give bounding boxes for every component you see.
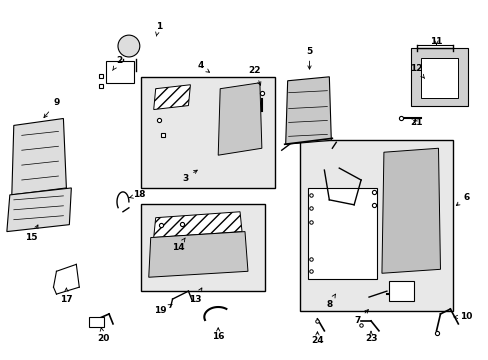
Bar [89, 317, 104, 327]
Text: 6: 6 [455, 193, 468, 206]
Text: 15: 15 [25, 225, 38, 242]
Text: 22: 22 [248, 66, 261, 85]
Polygon shape [12, 118, 66, 195]
Text: 11: 11 [429, 37, 442, 46]
Text: 14: 14 [172, 238, 185, 252]
Text: 2: 2 [112, 57, 122, 71]
Text: 16: 16 [211, 328, 224, 341]
Text: 17: 17 [60, 288, 73, 303]
Text: 9: 9 [44, 98, 60, 118]
Polygon shape [218, 83, 262, 155]
Text: 8: 8 [325, 294, 335, 309]
Bar [141, 204, 264, 291]
Text: 10: 10 [453, 312, 471, 321]
Text: 24: 24 [310, 332, 323, 345]
Bar [106, 61, 134, 83]
Polygon shape [153, 85, 190, 109]
Polygon shape [381, 148, 440, 273]
Text: 5: 5 [306, 46, 312, 69]
Text: 12: 12 [409, 64, 424, 78]
Text: 21: 21 [409, 118, 422, 127]
Text: 7: 7 [353, 310, 367, 325]
Text: 23: 23 [364, 331, 377, 343]
Bar [307, 188, 376, 279]
Bar [299, 140, 452, 311]
Text: 1: 1 [155, 22, 162, 36]
Ellipse shape [118, 35, 140, 57]
Text: 3: 3 [182, 170, 197, 183]
Bar [410, 48, 468, 105]
Polygon shape [285, 77, 331, 144]
Bar [420, 58, 457, 98]
Bar [141, 77, 274, 188]
Text: 18: 18 [129, 190, 145, 199]
Text: 19: 19 [154, 304, 172, 315]
Bar [388, 281, 413, 301]
Polygon shape [7, 188, 71, 231]
Text: 4: 4 [197, 62, 209, 72]
Polygon shape [148, 231, 247, 277]
Text: 13: 13 [189, 288, 202, 303]
Polygon shape [153, 212, 242, 238]
Text: 20: 20 [97, 328, 109, 343]
